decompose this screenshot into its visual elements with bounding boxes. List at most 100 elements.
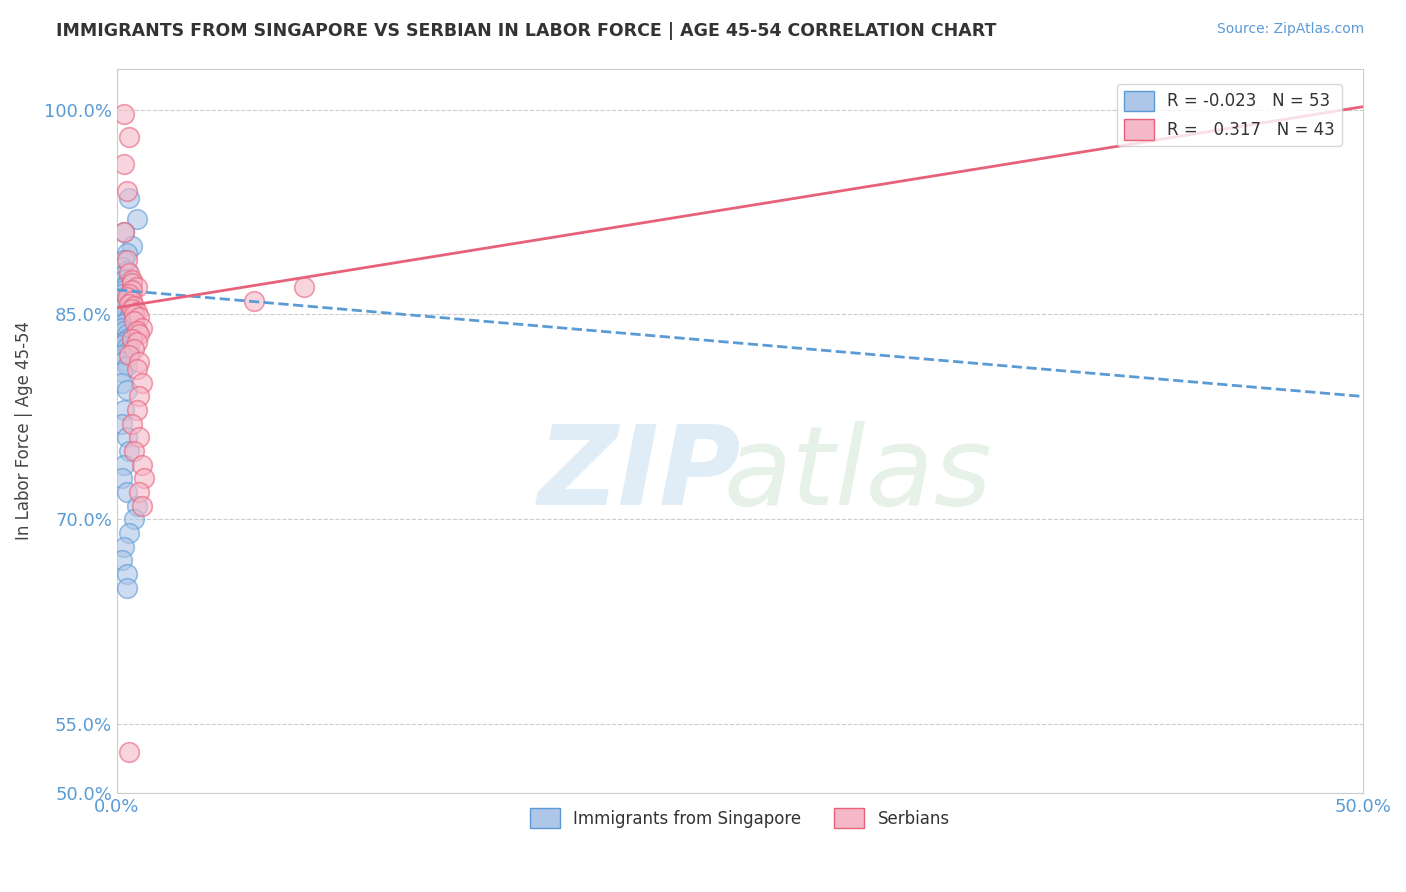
Text: Source: ZipAtlas.com: Source: ZipAtlas.com bbox=[1216, 22, 1364, 37]
Point bbox=[114, 458, 136, 472]
Point bbox=[111, 553, 134, 567]
Point bbox=[114, 252, 136, 267]
Point bbox=[125, 499, 148, 513]
Point bbox=[111, 337, 134, 351]
Point bbox=[121, 301, 143, 316]
Point bbox=[114, 226, 136, 240]
Point bbox=[118, 287, 141, 301]
Point bbox=[243, 293, 266, 308]
Text: atlas: atlas bbox=[724, 420, 993, 527]
Point bbox=[114, 299, 136, 313]
Point bbox=[111, 348, 134, 362]
Point bbox=[121, 239, 143, 253]
Point bbox=[118, 745, 141, 759]
Point bbox=[124, 308, 146, 322]
Point bbox=[125, 324, 148, 338]
Point bbox=[128, 389, 150, 403]
Point bbox=[115, 485, 138, 500]
Point bbox=[125, 304, 148, 318]
Point bbox=[124, 314, 146, 328]
Point bbox=[125, 211, 148, 226]
Point bbox=[115, 567, 138, 582]
Point bbox=[118, 310, 141, 325]
Point bbox=[111, 471, 134, 485]
Point bbox=[114, 308, 136, 322]
Point bbox=[118, 343, 141, 357]
Point bbox=[115, 293, 138, 308]
Point bbox=[111, 301, 134, 316]
Point bbox=[115, 581, 138, 595]
Point bbox=[131, 376, 153, 390]
Point bbox=[115, 246, 138, 260]
Point bbox=[128, 326, 150, 341]
Point bbox=[124, 342, 146, 356]
Point bbox=[111, 287, 134, 301]
Point bbox=[124, 444, 146, 458]
Point bbox=[114, 324, 136, 338]
Point bbox=[111, 321, 134, 335]
Point bbox=[111, 269, 134, 284]
Point bbox=[134, 471, 156, 485]
Point bbox=[118, 444, 141, 458]
Point bbox=[111, 365, 134, 379]
Point bbox=[114, 106, 136, 120]
Point bbox=[114, 354, 136, 368]
Text: IMMIGRANTS FROM SINGAPORE VS SERBIAN IN LABOR FORCE | AGE 45-54 CORRELATION CHAR: IMMIGRANTS FROM SINGAPORE VS SERBIAN IN … bbox=[56, 22, 997, 40]
Point bbox=[118, 267, 141, 281]
Point bbox=[114, 273, 136, 287]
Point bbox=[115, 340, 138, 354]
Point bbox=[128, 355, 150, 369]
Point bbox=[114, 226, 136, 240]
Point bbox=[121, 283, 143, 297]
Point bbox=[125, 403, 148, 417]
Point bbox=[115, 383, 138, 397]
Point bbox=[115, 276, 138, 290]
Point bbox=[121, 332, 143, 346]
Point bbox=[118, 290, 141, 304]
Point bbox=[115, 264, 138, 278]
Point bbox=[115, 304, 138, 318]
Point bbox=[114, 280, 136, 294]
Point bbox=[115, 314, 138, 328]
Point bbox=[114, 157, 136, 171]
Point bbox=[114, 334, 136, 349]
Point bbox=[118, 129, 141, 144]
Point bbox=[131, 499, 153, 513]
Point bbox=[121, 276, 143, 290]
Point bbox=[118, 191, 141, 205]
Point bbox=[111, 260, 134, 274]
Point bbox=[131, 458, 153, 472]
Y-axis label: In Labor Force | Age 45-54: In Labor Force | Age 45-54 bbox=[15, 321, 32, 540]
Point bbox=[128, 485, 150, 500]
Point bbox=[111, 296, 134, 310]
Legend: Immigrants from Singapore, Serbians: Immigrants from Singapore, Serbians bbox=[523, 801, 956, 835]
Point bbox=[114, 540, 136, 554]
Point bbox=[115, 185, 138, 199]
Point bbox=[128, 310, 150, 325]
Point bbox=[124, 512, 146, 526]
Text: ZIP: ZIP bbox=[538, 420, 742, 527]
Point bbox=[121, 273, 143, 287]
Point bbox=[131, 321, 153, 335]
Point bbox=[111, 376, 134, 390]
Point bbox=[118, 348, 141, 362]
Point bbox=[115, 326, 138, 341]
Point bbox=[118, 526, 141, 541]
Point bbox=[121, 329, 143, 343]
Point bbox=[121, 417, 143, 431]
Point bbox=[121, 293, 143, 308]
Point bbox=[125, 362, 148, 376]
Point bbox=[125, 334, 148, 349]
Point bbox=[115, 332, 138, 346]
Point bbox=[118, 296, 141, 310]
Point bbox=[111, 317, 134, 331]
Point bbox=[114, 283, 136, 297]
Point bbox=[292, 280, 315, 294]
Point bbox=[111, 417, 134, 431]
Point bbox=[128, 430, 150, 444]
Point bbox=[125, 280, 148, 294]
Point bbox=[114, 403, 136, 417]
Point bbox=[115, 359, 138, 374]
Point bbox=[115, 252, 138, 267]
Point bbox=[115, 430, 138, 444]
